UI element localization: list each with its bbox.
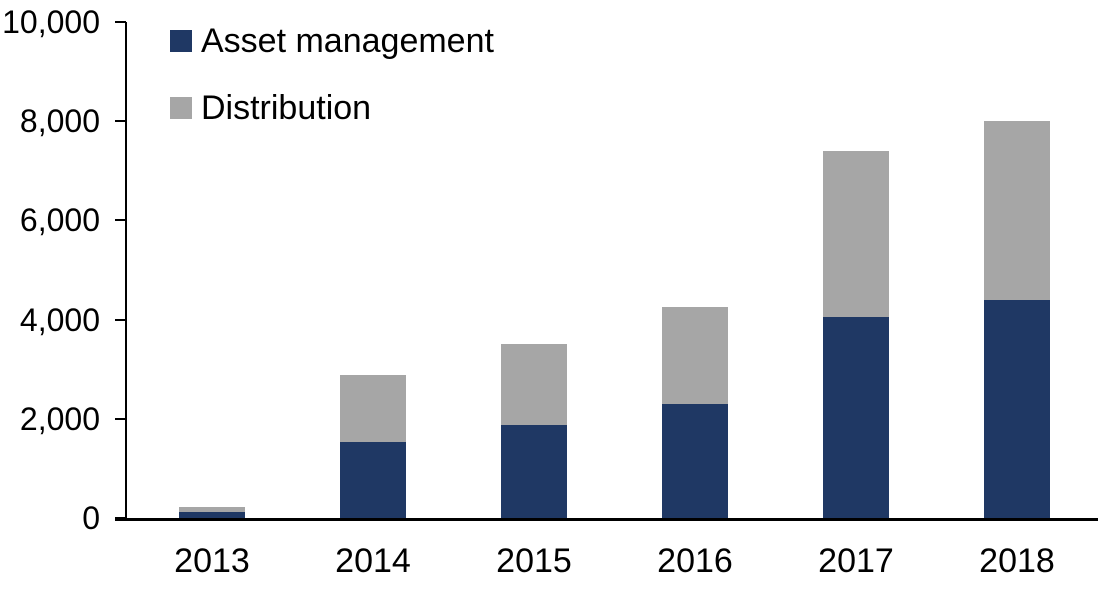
bar-segment-distribution (823, 150, 889, 318)
legend-label-distribution: Distribution (201, 89, 372, 127)
bar-segment-asset-management (662, 403, 728, 518)
x-axis-label-2013: 2013 (174, 542, 250, 580)
bar-2016 (662, 307, 728, 518)
x-axis-label-2017: 2017 (818, 542, 894, 580)
bar-segment-distribution (340, 375, 406, 443)
bar-segment-asset-management (984, 299, 1050, 518)
y-axis-tick (115, 318, 126, 321)
bar-segment-distribution (662, 307, 728, 404)
legend-swatch-asset-management-icon (170, 30, 192, 52)
bar-segment-asset-management (823, 317, 889, 518)
bar-segment-distribution (984, 121, 1050, 300)
y-axis-tick (115, 219, 126, 222)
bar-2018 (984, 121, 1050, 518)
legend-item-asset-management: Asset management (170, 22, 494, 60)
bar-segment-asset-management (179, 512, 245, 518)
bar-2017 (823, 150, 889, 518)
bar-segment-asset-management (340, 442, 406, 518)
bar-segment-distribution (501, 344, 567, 426)
x-axis-label-2015: 2015 (496, 542, 572, 580)
y-axis-tick-label: 2,000 (19, 400, 100, 437)
bar-2014 (340, 375, 406, 518)
bar-2015 (501, 344, 567, 518)
y-axis-tick-label: 10,000 (2, 4, 100, 40)
x-axis-label-2018: 2018 (979, 542, 1055, 580)
y-axis-line (125, 22, 127, 521)
y-axis-tick (115, 21, 126, 23)
y-axis-tick (115, 120, 126, 123)
y-axis-tick-label: 8,000 (19, 103, 100, 140)
x-axis-label-2014: 2014 (335, 542, 411, 580)
legend-swatch-distribution-icon (170, 97, 192, 119)
bar-segment-distribution (179, 507, 245, 513)
bar-segment-asset-management (501, 425, 567, 518)
legend-item-distribution: Distribution (170, 89, 372, 127)
y-axis-tick-label: 4,000 (19, 301, 100, 338)
y-axis-tick-label: 6,000 (19, 202, 100, 239)
y-axis-tick-label: 0 (82, 500, 100, 536)
legend-label-asset-management: Asset management (201, 22, 494, 60)
bar-2013 (179, 507, 245, 518)
x-axis-label-2016: 2016 (657, 542, 733, 580)
x-axis-line (115, 518, 1098, 521)
y-axis-tick (115, 417, 126, 420)
